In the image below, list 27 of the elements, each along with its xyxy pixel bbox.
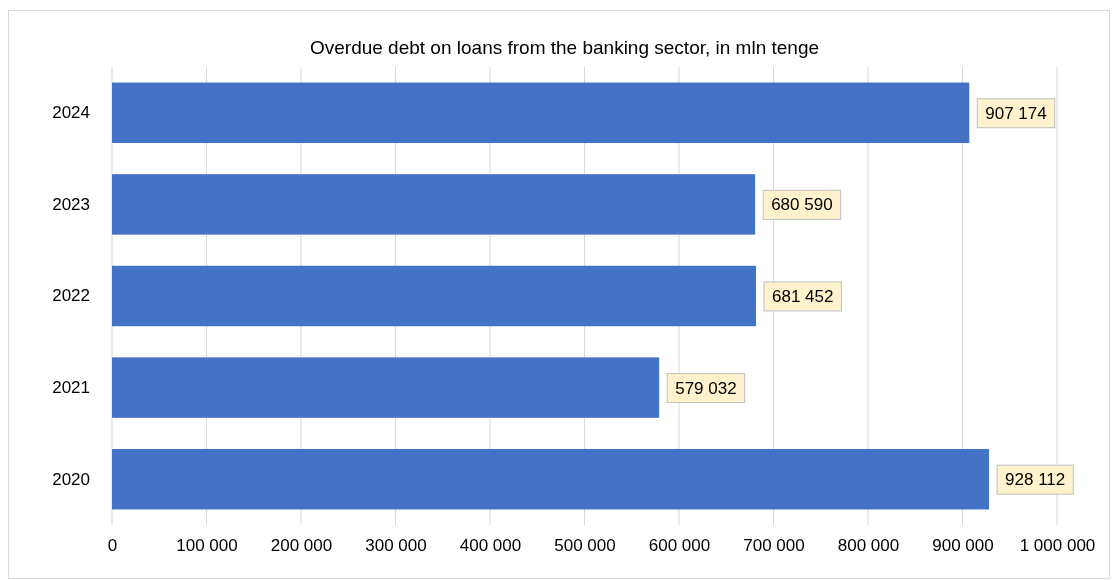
data-label: 681 452 <box>771 286 834 306</box>
x-tick-label: 100 000 <box>176 536 238 556</box>
x-tick-label: 400 000 <box>459 536 522 556</box>
x-tick-label: 800 000 <box>837 536 900 556</box>
chart-title: Overdue debt on loans from the banking sector, in mln tenge <box>309 37 820 58</box>
data-label: 579 032 <box>675 378 737 398</box>
bar <box>112 448 990 510</box>
y-tick-label: 2023 <box>52 194 90 214</box>
data-label: 928 112 <box>1005 470 1066 490</box>
x-tick-label: 1 000 000 <box>1019 536 1096 556</box>
x-tick-label: 500 000 <box>554 536 616 556</box>
x-tick-label: 300 000 <box>365 536 427 556</box>
y-tick-label: 2022 <box>52 286 90 306</box>
x-tick-label: 900 000 <box>932 536 994 556</box>
y-tick-label: 2024 <box>52 103 90 123</box>
bar <box>112 82 970 144</box>
data-label: 680 590 <box>771 195 833 215</box>
x-tick-label: 700 000 <box>743 536 805 556</box>
bar <box>112 357 660 418</box>
x-tick-label: 600 000 <box>648 536 711 556</box>
x-tick-label: 200 000 <box>270 536 333 556</box>
y-tick-label: 2021 <box>52 378 90 398</box>
data-label: 907 174 <box>985 103 1047 123</box>
x-tick-label: 0 <box>107 536 118 556</box>
y-tick-label: 2020 <box>52 469 90 489</box>
bar <box>112 265 756 327</box>
bar <box>112 174 756 235</box>
